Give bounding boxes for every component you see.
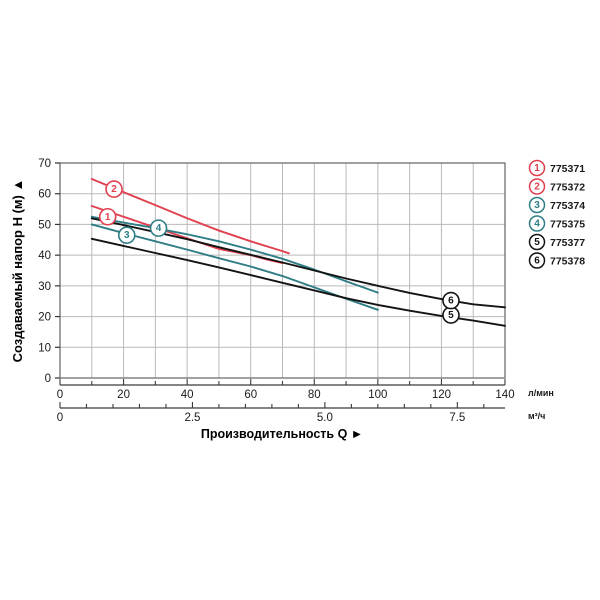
- marker-circle: [149, 219, 168, 237]
- marker-circle: [105, 180, 123, 198]
- y-tick-label: 60: [38, 189, 51, 201]
- legend-item-code: 775378: [550, 256, 585, 268]
- y-tick-label: 10: [38, 342, 51, 354]
- legend-marker-number: 3: [534, 200, 540, 211]
- marker-circle: [117, 226, 136, 244]
- legend-item-code: 775377: [550, 237, 585, 249]
- legend-marker-circle: [528, 233, 546, 251]
- legend-marker-number: 1: [534, 163, 540, 174]
- x-tick-label-primary: 140: [495, 389, 514, 401]
- marker-number: 3: [124, 230, 130, 241]
- marker-number: 4: [156, 223, 162, 234]
- legend-item-775372[interactable]: 2 775372: [528, 178, 586, 195]
- marker-number: 1: [105, 212, 111, 223]
- curve-775374: [90, 223, 379, 311]
- x-axis-secondary: 0 2.5 5.0 7.5: [57, 402, 505, 424]
- x-tick-label-primary: 60: [244, 389, 257, 401]
- y-axis-ticks: 0 10 20 30 40 50 60 70: [38, 158, 60, 385]
- x-tick-label-secondary: 7.5: [449, 412, 465, 424]
- legend-marker-circle: [528, 196, 546, 214]
- marker-number: 6: [448, 296, 454, 307]
- x-tick-label-secondary: 5.0: [317, 412, 333, 424]
- curve-marker-4: 4: [149, 219, 168, 237]
- legend-item-code: 775371: [550, 163, 585, 175]
- legend-marker-number: 6: [534, 256, 540, 267]
- marker-number: 2: [111, 184, 117, 195]
- curve-marker-2: 2: [105, 180, 123, 198]
- curve-markers-group: 1 2 3 4 5 6: [98, 180, 460, 324]
- legend: 1 775371 2 775372 3 775374 4 775375 5 775377 6 7753…: [528, 159, 586, 269]
- marker-circle: [442, 291, 460, 310]
- legend-item-775378[interactable]: 6 775378: [528, 252, 586, 269]
- legend-marker-circle: [528, 178, 546, 195]
- legend-item-775377[interactable]: 5 775377: [528, 233, 586, 251]
- y-tick-label: 70: [38, 158, 51, 170]
- legend-marker-number: 4: [534, 219, 540, 230]
- x-tick-label-primary: 0: [57, 389, 63, 401]
- marker-number: 5: [448, 310, 454, 321]
- legend-marker-number: 2: [534, 182, 540, 193]
- x-axis-primary: 0 20 40 60 80 100 120 140: [57, 379, 515, 401]
- legend-marker-circle: [528, 159, 546, 177]
- curve-775372: [90, 178, 290, 255]
- y-tick-label: 50: [38, 219, 51, 231]
- legend-marker-circle: [528, 215, 546, 232]
- curve-775377: [90, 237, 506, 327]
- x-tick-label-primary: 80: [308, 389, 321, 401]
- plot-border: [59, 162, 506, 379]
- legend-item-775375[interactable]: 4 775375: [528, 215, 586, 232]
- x-axis-unit-primary: л/мин: [528, 388, 554, 398]
- x-tick-label-secondary: 0: [57, 412, 63, 424]
- legend-marker-number: 5: [534, 237, 540, 248]
- y-tick-label: 0: [45, 373, 51, 385]
- y-tick-label: 40: [38, 250, 51, 262]
- x-tick-label-secondary: 2.5: [184, 412, 200, 424]
- x-tick-label-primary: 20: [117, 389, 130, 401]
- legend-item-code: 775375: [550, 219, 585, 231]
- legend-item-code: 775374: [550, 200, 585, 212]
- legend-item-775371[interactable]: 1 775371: [528, 159, 586, 177]
- y-tick-label: 20: [38, 312, 51, 324]
- marker-circle: [98, 207, 117, 226]
- x-axis-unit-secondary: м³/ч: [528, 411, 545, 421]
- legend-item-775374[interactable]: 3 775374: [528, 196, 586, 214]
- curve-marker-5: 5: [442, 306, 460, 324]
- legend-marker-circle: [528, 252, 546, 269]
- x-tick-label-primary: 100: [368, 389, 387, 401]
- curve-marker-6: 6: [442, 291, 460, 310]
- legend-item-code: 775372: [550, 182, 585, 194]
- y-axis-label: Создаваемый напор H (м) ▲: [10, 179, 25, 363]
- x-tick-label-primary: 40: [181, 389, 194, 401]
- x-axis-label: Производительность Q ►: [201, 427, 363, 441]
- curve-marker-1: 1: [98, 207, 117, 226]
- x-tick-label-primary: 120: [432, 389, 451, 401]
- curve-marker-3: 3: [117, 226, 136, 244]
- y-tick-label: 30: [38, 281, 51, 293]
- plot-frame: [59, 162, 506, 379]
